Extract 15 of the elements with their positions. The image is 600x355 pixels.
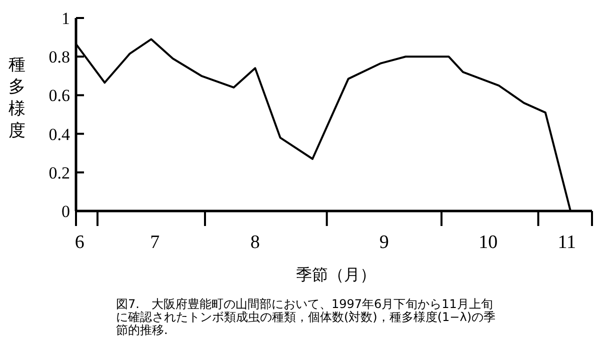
y-axis-title: 種多様度 (8, 55, 26, 141)
y-tick-label: 1 (62, 9, 70, 28)
x-tick-label: 11 (558, 232, 576, 253)
x-tick-label: 9 (379, 232, 389, 253)
y-tick-label: 0 (62, 202, 70, 221)
y-tick-label: 0.6 (48, 86, 70, 106)
caption: 図7. 大阪府豊能町の山間部において、1997年6月下旬から11月上旬に確認されたトンボ類成虫の種類，個体数(対数)，種多様度(1−λ)の季節的推移. (116, 297, 496, 337)
x-axis-title: 季節（月） (296, 265, 376, 284)
y-tick-label: 0.4 (48, 124, 70, 144)
x-tick-label: 8 (250, 232, 260, 253)
y-tick-label: 0.2 (48, 163, 70, 182)
x-tick-label: 10 (478, 232, 498, 253)
x-tick-label: 7 (150, 232, 160, 253)
y-tick-label: 0.8 (48, 48, 70, 67)
x-tick-label: 6 (74, 232, 84, 253)
